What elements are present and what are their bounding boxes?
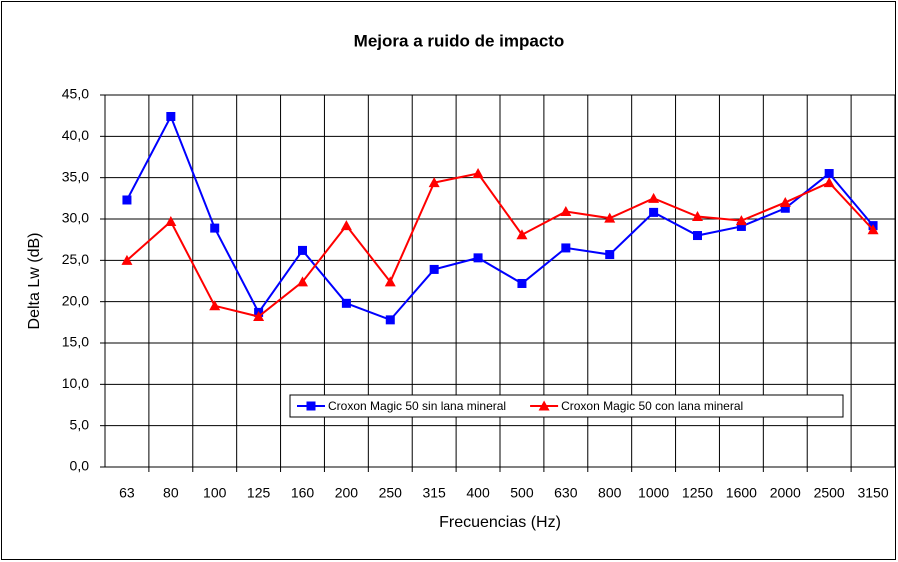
x-tick-label: 500 [510, 485, 534, 501]
data-point [166, 111, 176, 121]
x-tick-label: 3150 [857, 485, 888, 501]
x-tick-label: 400 [466, 485, 490, 501]
data-point [823, 177, 835, 188]
legend-marker [306, 401, 316, 411]
chart-title: Mejora a ruido de impacto [354, 31, 565, 50]
legend-marker [538, 400, 550, 411]
x-tick-label: 1250 [682, 485, 713, 501]
x-tick-label: 250 [379, 485, 403, 501]
data-point [824, 169, 834, 179]
data-point [516, 229, 528, 240]
data-point [473, 253, 483, 263]
y-tick-label: 30,0 [62, 210, 89, 226]
x-tick-label: 2000 [770, 485, 801, 501]
x-tick-label: 1600 [726, 485, 757, 501]
data-point [340, 220, 352, 231]
data-point [560, 206, 572, 217]
data-point [341, 298, 351, 308]
data-point [605, 250, 615, 260]
data-point [780, 203, 790, 213]
data-point [122, 195, 132, 205]
x-tick-label: 100 [203, 485, 227, 501]
data-point [649, 207, 659, 217]
legend-box [289, 394, 844, 418]
legend-label: Croxon Magic 50 sin lana mineral [328, 399, 506, 413]
legend-label: Croxon Magic 50 con lana mineral [561, 399, 743, 413]
data-point [253, 311, 265, 322]
x-tick-label: 63 [119, 485, 135, 501]
y-tick-label: 10,0 [62, 375, 89, 391]
data-point [429, 264, 439, 274]
y-tick-label: 35,0 [62, 168, 89, 184]
x-tick-label: 630 [554, 485, 578, 501]
data-point [472, 168, 484, 179]
data-point [298, 245, 307, 255]
data-point [561, 243, 571, 253]
data-point [779, 196, 791, 207]
x-tick-label: 2500 [814, 485, 845, 501]
x-tick-label: 800 [598, 485, 622, 501]
data-point [384, 276, 396, 287]
legend: Croxon Magic 50 sin lana mineral Croxon M… [289, 394, 844, 418]
x-tick-label: 315 [422, 485, 446, 501]
data-point [736, 221, 746, 231]
series-line [126, 114, 874, 322]
data-point [428, 177, 440, 188]
y-tick-label: 45,0 [62, 86, 89, 102]
data-point [210, 223, 220, 233]
data-point [735, 215, 747, 226]
y-tick-label: 15,0 [62, 334, 89, 350]
x-tick-label: 80 [163, 485, 179, 501]
y-tick-label: 40,0 [62, 127, 89, 143]
data-point [385, 315, 395, 325]
y-axis-title: Delta Lw (dB) [26, 233, 43, 330]
y-tick-label: 20,0 [62, 292, 89, 308]
data-point [867, 224, 879, 235]
x-tick-label: 125 [247, 485, 271, 501]
data-point [693, 231, 702, 241]
x-tick-label: 1000 [638, 485, 669, 501]
y-tick-label: 25,0 [62, 251, 89, 267]
data-point [692, 211, 703, 222]
data-point [297, 276, 308, 287]
series-line [126, 172, 874, 318]
x-tick-label: 200 [335, 485, 359, 501]
x-axis-title: Frecuencias (Hz) [439, 514, 561, 531]
data-point [604, 212, 616, 223]
data-point [209, 300, 221, 311]
data-point [121, 254, 133, 265]
x-tick-label: 160 [291, 485, 315, 501]
data-point [165, 215, 177, 226]
y-tick-label: 0,0 [70, 458, 90, 474]
y-tick-label: 5,0 [70, 416, 90, 432]
data-point [648, 192, 660, 203]
data-point [517, 278, 527, 288]
